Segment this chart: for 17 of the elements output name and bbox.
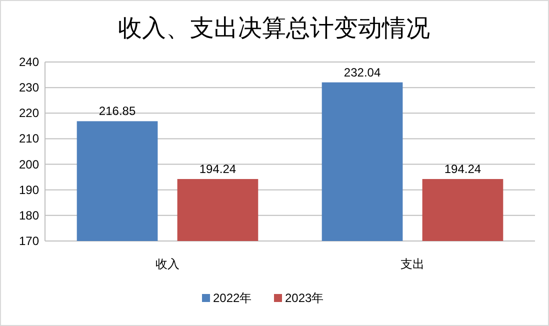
y-tick-label: 210: [18, 132, 40, 146]
y-tick-label: 170: [18, 234, 40, 248]
chart-title: 收入、支出决算总计变动情况: [118, 15, 430, 42]
y-tick-label: 220: [18, 106, 40, 120]
data-label: 194.24: [199, 162, 236, 176]
data-label: 232.04: [344, 65, 381, 80]
data-label: 216.85: [98, 104, 136, 118]
y-tick-label: 230: [18, 80, 40, 95]
y-tick-label: 240: [18, 55, 40, 69]
x-tick-label: 收入: [156, 257, 180, 271]
x-tick-label: 支出: [400, 257, 424, 271]
data-label: 194.24: [444, 162, 482, 176]
legend-label: 2022年: [213, 291, 252, 305]
legend-label: 2023年: [285, 291, 324, 305]
y-tick-label: 180: [18, 208, 40, 222]
y-tick-label: 190: [18, 182, 40, 197]
y-tick-label: 200: [18, 157, 40, 172]
